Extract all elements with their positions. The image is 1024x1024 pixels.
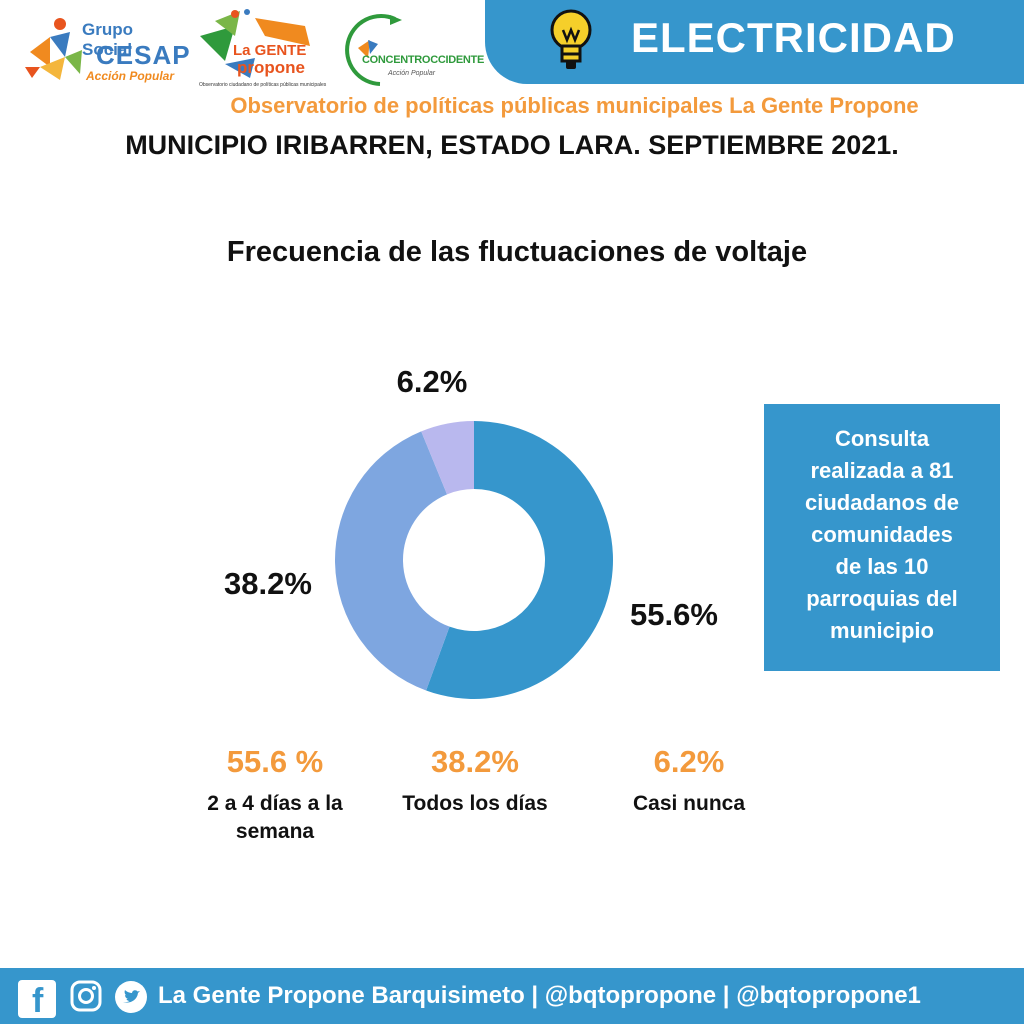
callout-line: comunidades <box>811 522 953 547</box>
chart-title: Frecuencia de las fluctuaciones de volta… <box>226 236 808 268</box>
legend-percent: 38.2% <box>431 744 519 779</box>
callout-line: parroquias del <box>806 586 958 611</box>
twitter-icon[interactable] <box>114 980 148 1014</box>
observatory-subtitle: Observatorio de políticas públicas munic… <box>230 93 919 118</box>
la-gente-propone-logo: La GENTE propone Observatorio ciudadano … <box>195 6 327 88</box>
cesap-logo-line2: CESAP <box>96 40 191 70</box>
slice-data-label: 55.6% <box>630 597 718 632</box>
callout-line: Consulta <box>834 426 930 451</box>
cesap-logo-line3: Acción Popular <box>86 69 175 83</box>
legend-label: Todos los días <box>402 792 548 815</box>
concentroccidente-logo-mark <box>345 14 402 86</box>
survey-callout: Consulta realizada a 81 ciudadanos de co… <box>764 404 1000 671</box>
slice-data-label: 38.2% <box>224 566 312 601</box>
footer-social-text[interactable]: La Gente Propone Barquisimeto | @bqtopro… <box>158 982 921 1009</box>
callout-line: realizada a 81 <box>810 458 954 483</box>
lgp-logo-line1: La GENTE <box>233 42 307 59</box>
slice-data-label: 6.2% <box>397 364 468 399</box>
legend-percent: 6.2% <box>653 744 725 779</box>
concentroccidente-logo-line1: CONCENTROCCIDENTE <box>362 54 485 66</box>
legend-item: 38.2% Todos los días <box>380 744 570 818</box>
location-heading: MUNICIPIO IRIBARREN, ESTADO LARA. SEPTIE… <box>125 130 899 160</box>
header-banner: ELECTRICIDAD <box>485 0 1024 84</box>
callout-line: de las 10 <box>835 554 929 579</box>
legend-percent: 55.6 % <box>226 744 324 779</box>
cesap-logo-mark <box>25 18 82 80</box>
donut-slice <box>426 421 613 699</box>
donut-slice <box>421 421 474 495</box>
footer-bar: f La Gente Propone Barquisimeto | @bqtop… <box>0 968 1024 1024</box>
facebook-icon[interactable]: f <box>18 980 56 1020</box>
legend-label: 2 a 4 días a la semana <box>207 792 343 843</box>
instagram-icon[interactable] <box>70 980 102 1012</box>
lgp-logo-mark <box>200 9 310 78</box>
banner-title: ELECTRICIDAD <box>631 14 956 61</box>
legend-item: 55.6 % 2 a 4 días a la semana <box>180 744 370 846</box>
concentroccidente-logo-line2: Acción Popular <box>388 70 436 77</box>
lightbulb-icon <box>550 9 592 69</box>
donut-slice <box>335 431 450 691</box>
legend-item: 6.2% Casi nunca <box>594 744 784 818</box>
lgp-logo-line3: Observatorio ciudadano de políticas públ… <box>199 82 327 88</box>
legend-label: Casi nunca <box>632 792 746 815</box>
lgp-logo-line2: propone <box>237 58 305 77</box>
cesap-logo-line1: Grupo Social <box>82 20 133 59</box>
callout-line: municipio <box>830 618 934 643</box>
cesap-logo: Grupo Social CESAP Acción Popular <box>20 12 190 84</box>
concentroccidente-logo: CONCENTROCCIDENTE Acción Popular <box>340 14 484 89</box>
callout-line: ciudadanos de <box>804 490 960 515</box>
